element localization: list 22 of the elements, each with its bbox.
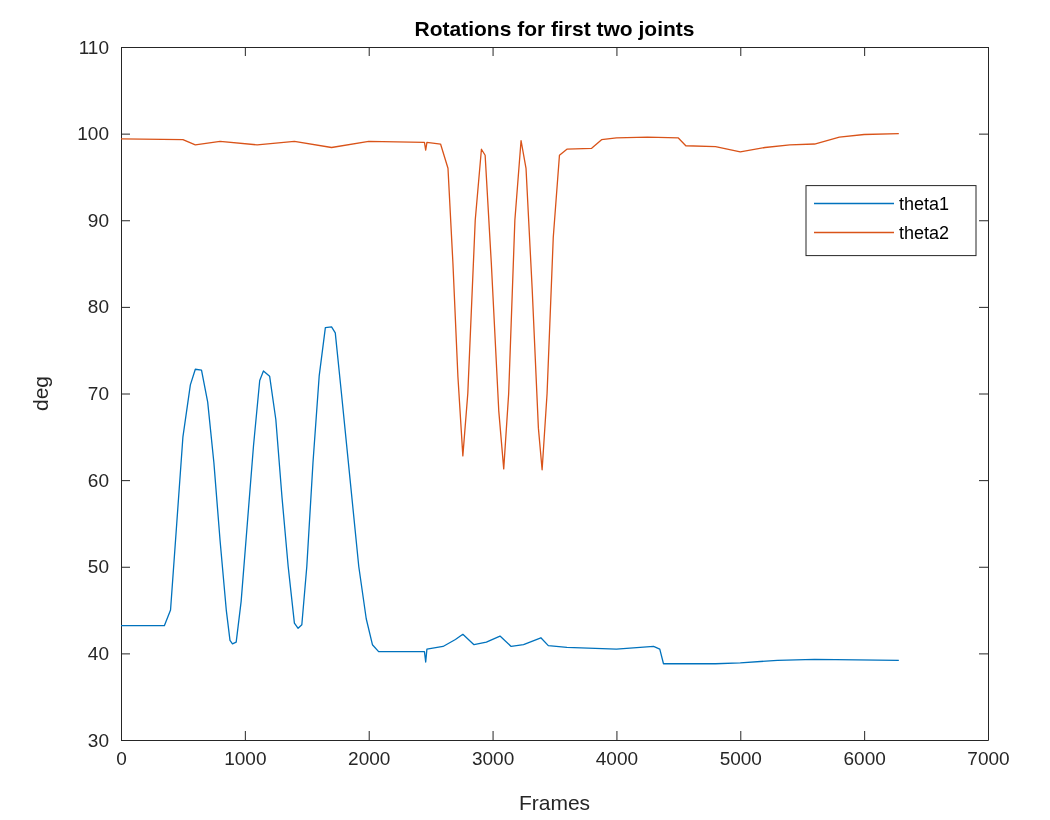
x-tick-label: 0 <box>116 748 127 770</box>
x-tick-label: 4000 <box>595 748 639 770</box>
x-tick-label: 6000 <box>843 748 886 770</box>
y-tick-label: 30 <box>87 729 109 751</box>
x-axis-title: Frames <box>518 791 591 814</box>
y-tick-label: 70 <box>87 383 109 405</box>
x-tick-label: 5000 <box>719 748 762 770</box>
y-axis-title: deg <box>29 375 52 412</box>
x-tick-label: 3000 <box>471 748 515 770</box>
y-tick-label: 40 <box>87 642 109 664</box>
y-tick-label: 80 <box>87 296 109 318</box>
y-tick-label: 100 <box>77 123 109 145</box>
y-tick-label: 50 <box>87 556 109 578</box>
y-tick-label: 60 <box>87 469 109 491</box>
legend-label: theta1 <box>899 193 950 214</box>
legend-label: theta2 <box>899 222 950 243</box>
y-tick-label: 110 <box>78 36 109 58</box>
x-tick-label: 2000 <box>348 748 391 770</box>
x-tick-label: 1000 <box>224 748 267 770</box>
y-tick-label: 90 <box>87 209 109 231</box>
x-tick-label: 7000 <box>967 748 1010 770</box>
chart-title: Rotations for first two joints <box>414 17 695 40</box>
